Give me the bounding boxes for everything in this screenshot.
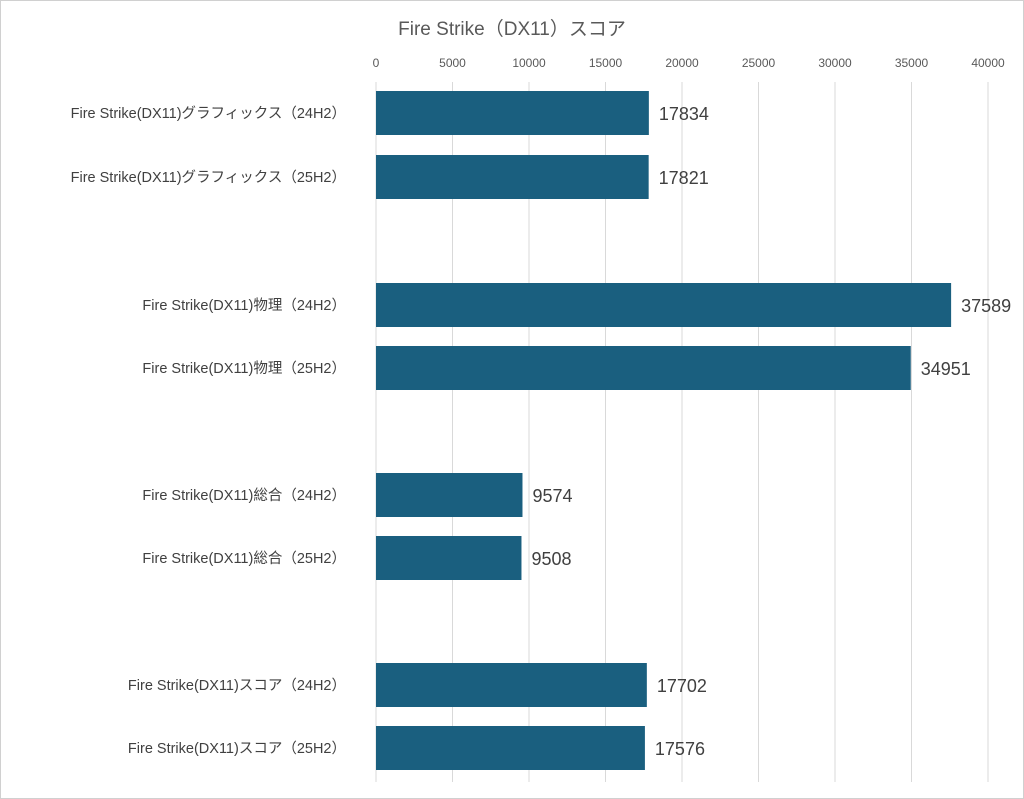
data-label: 9574: [532, 486, 572, 506]
x-tick-label: 20000: [665, 56, 699, 70]
data-label: 17576: [655, 739, 705, 759]
category-label: Fire Strike(DX11)総合（25H2）: [142, 550, 346, 567]
bar: [376, 663, 647, 707]
category-label: Fire Strike(DX11)スコア（24H2）: [128, 677, 346, 694]
data-label: 17702: [657, 676, 707, 696]
bar: [376, 91, 649, 135]
x-tick-label: 5000: [439, 56, 466, 70]
bar: [376, 155, 649, 199]
bar: [376, 473, 523, 517]
category-label: Fire Strike(DX11)グラフィックス（25H2）: [71, 169, 346, 186]
category-label: Fire Strike(DX11)グラフィックス（24H2）: [71, 105, 346, 122]
category-label: Fire Strike(DX11)物理（25H2）: [142, 360, 346, 377]
data-label: 37589: [961, 296, 1011, 316]
x-tick-label: 35000: [895, 56, 929, 70]
x-tick-label: 15000: [589, 56, 623, 70]
x-tick-label: 10000: [512, 56, 546, 70]
category-label: Fire Strike(DX11)スコア（25H2）: [128, 740, 346, 757]
x-tick-label: 25000: [742, 56, 776, 70]
category-label: Fire Strike(DX11)物理（24H2）: [142, 297, 346, 314]
bar: [376, 346, 911, 390]
data-label: 17834: [659, 104, 709, 124]
chart-title: Fire Strike（DX11）スコア: [398, 18, 626, 40]
x-tick-label: 30000: [818, 56, 852, 70]
data-label: 17821: [659, 168, 709, 188]
x-tick-label: 40000: [971, 56, 1005, 70]
bar: [376, 283, 952, 327]
bar: [376, 726, 645, 770]
data-label: 9508: [531, 549, 571, 569]
category-label: Fire Strike(DX11)総合（24H2）: [142, 487, 346, 504]
data-label: 34951: [921, 359, 971, 379]
bar: [376, 536, 522, 580]
x-tick-label: 0: [373, 56, 380, 70]
